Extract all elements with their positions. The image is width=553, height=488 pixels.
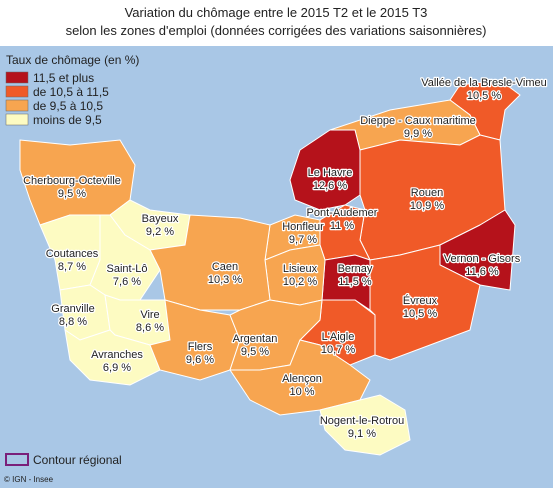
region-name: Le Havre [308, 167, 353, 179]
region-rate: 10,5 % [403, 308, 437, 320]
region-rate: 8,6 % [136, 322, 164, 334]
region-rate: 11 % [330, 220, 354, 232]
region [229, 339, 371, 416]
region-rate: 10,5 % [467, 90, 501, 102]
legend-swatch [5, 85, 29, 98]
region-rate: 9,1 % [348, 428, 376, 440]
region-name: Pont-Audemer [307, 207, 378, 219]
region-name: Granville [51, 303, 94, 315]
region-rate: 10 % [289, 386, 314, 398]
region-name: Alençon [282, 373, 322, 385]
legend-swatch [5, 113, 29, 126]
region-rate: 12,6 % [313, 180, 347, 192]
region-name: Cherbourg-Octeville [23, 175, 121, 187]
outline-label: Contour régional [33, 453, 122, 467]
region-name: L'Aigle [322, 331, 355, 343]
region-rate: 9,5 % [241, 346, 269, 358]
region-rate: 8,7 % [58, 261, 86, 273]
region-rate: 10,7 % [321, 344, 355, 356]
region-rate: 7,6 % [113, 276, 141, 288]
legend-swatch [5, 71, 29, 84]
source: © IGN - Insee [4, 475, 54, 484]
region-rate: 9,5 % [58, 188, 86, 200]
region-name: Évreux [403, 294, 438, 307]
region-name: Saint-Lô [107, 263, 148, 275]
legend-swatch [5, 99, 29, 112]
region [289, 129, 361, 211]
region-rate: 9,9 % [404, 128, 432, 140]
regions [19, 79, 521, 456]
outline-swatch [5, 453, 29, 466]
region-rate: 10,3 % [208, 274, 242, 286]
legend-label: de 9,5 à 10,5 [33, 99, 103, 113]
region-name: Coutances [46, 248, 99, 260]
region-rate: 11,5 % [338, 276, 372, 288]
region-name: Bayeux [142, 213, 179, 225]
legend-label: 11,5 et plus [33, 71, 94, 85]
region-rate: 6,9 % [103, 362, 131, 374]
region-rate: 10,9 % [410, 200, 444, 212]
region-name: Nogent-le-Rotrou [320, 415, 404, 427]
title: Variation du chômage entre le 2015 T2 et… [125, 5, 428, 20]
region-name: Flers [188, 341, 213, 353]
region-rate: 8,8 % [59, 316, 87, 328]
region-rate: 11,6 % [465, 266, 499, 278]
region-name: Caen [212, 261, 238, 273]
legend-title: Taux de chômage (en %) [6, 53, 139, 67]
region-rate: 10,2 % [283, 276, 317, 288]
region-name: Lisieux [283, 263, 318, 275]
region-rate: 9,2 % [146, 226, 174, 238]
region [149, 299, 241, 381]
region-name: Avranches [91, 349, 143, 361]
legend-label: moins de 9,5 [33, 113, 102, 127]
region-name: Vallée de la Bresle-Vimeu [421, 77, 547, 89]
region-name: Honfleur [282, 221, 324, 233]
region-name: Argentan [233, 333, 278, 345]
region-rate: 9,7 % [289, 234, 317, 246]
region-name: Dieppe - Caux maritime [360, 115, 476, 127]
region-name: Vire [140, 309, 159, 321]
region-name: Rouen [411, 187, 443, 199]
region [319, 394, 411, 456]
region-rate: 9,6 % [186, 354, 214, 366]
region-name: Vernon - Gisors [444, 253, 521, 265]
subtitle: selon les zones d'emploi (données corrig… [66, 23, 487, 38]
region-name: Bernay [338, 263, 373, 275]
legend-label: de 10,5 à 11,5 [33, 85, 109, 99]
region [149, 214, 271, 311]
